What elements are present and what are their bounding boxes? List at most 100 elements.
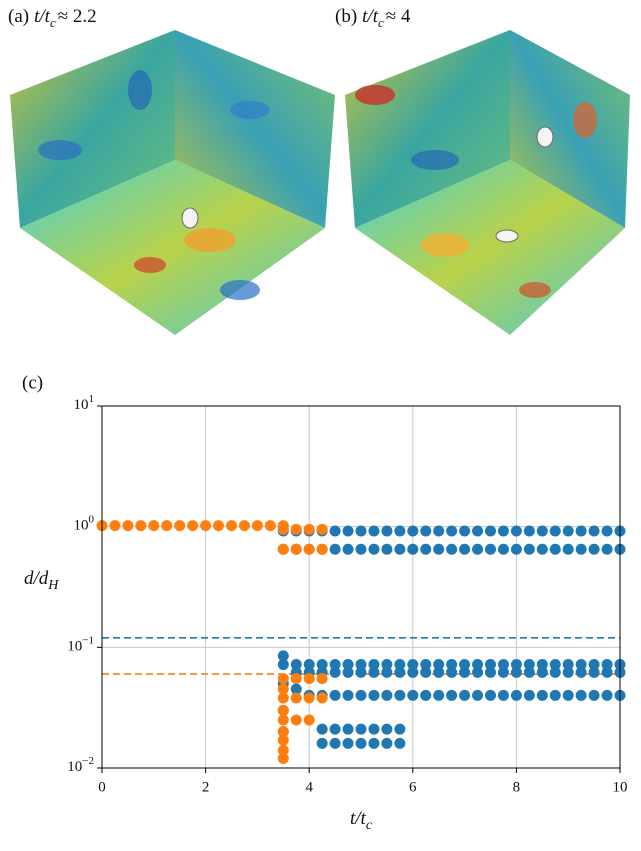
panel-tag: (a) [8, 6, 29, 27]
scatter-point [342, 666, 354, 678]
scatter-point [303, 692, 315, 704]
scatter-point [122, 520, 134, 532]
y-axis-label-sub: H [47, 578, 59, 593]
scatter-point [472, 543, 484, 555]
scatter-point [329, 525, 341, 537]
scatter-point [303, 543, 315, 555]
scatter-point [485, 543, 496, 555]
scatter-point [472, 666, 484, 678]
scatter-point [381, 666, 393, 678]
x-tick-label: 4 [305, 779, 313, 795]
scatter-point [277, 734, 289, 746]
x-tick-label: 10 [613, 779, 628, 795]
scatter-point [562, 689, 574, 701]
scatter-point [277, 692, 289, 704]
x-tick-label: 6 [409, 779, 417, 795]
scatter-point [355, 543, 367, 555]
scatter-point [329, 689, 341, 701]
scatter-point [523, 689, 535, 701]
scatter-point [472, 525, 484, 537]
scatter-point [355, 525, 367, 537]
scatter-point [420, 543, 432, 555]
scatter-point [368, 525, 380, 537]
scatter-point [485, 659, 496, 671]
scatter-point [446, 525, 458, 537]
scatter-point [420, 525, 432, 537]
scatter-point [200, 520, 212, 532]
x-tick-label: 2 [202, 779, 210, 795]
scatter-point [381, 723, 393, 735]
cube-render [345, 30, 630, 335]
panel-time-sub: c [50, 15, 56, 30]
scatter-point [290, 714, 302, 726]
scatter-point [368, 666, 380, 678]
x-axis-label-main: t/t [350, 808, 367, 829]
scatter-point [562, 659, 574, 671]
scatter-point [277, 543, 289, 555]
scatter-point [420, 659, 432, 671]
scatter-point [588, 525, 600, 537]
y-tick-exponent: 1 [89, 393, 95, 405]
scatter-point [342, 659, 354, 671]
panel-time-sub: c [378, 15, 384, 30]
scatter-point [355, 659, 367, 671]
scatter-point [407, 543, 419, 555]
scatter-point [174, 520, 186, 532]
y-tick-base: 10 [67, 639, 82, 655]
scatter-point [562, 666, 574, 678]
scatter-point [277, 673, 289, 685]
scatter-point [290, 523, 302, 535]
y-tick-exponent: −1 [82, 634, 94, 646]
scatter-point [277, 752, 289, 764]
scatter-point [148, 520, 160, 532]
scatter-point [601, 659, 613, 671]
scatter-point [575, 666, 587, 678]
scatter-point [316, 692, 328, 704]
scatter-point [303, 673, 315, 685]
y-tick-label: 100 [74, 513, 95, 534]
scatter-point [485, 666, 496, 678]
scatter-point [420, 689, 432, 701]
x-tick-label: 8 [513, 779, 521, 795]
scatter-point [549, 659, 561, 671]
scatter-point [601, 525, 613, 537]
scatter-point [381, 659, 393, 671]
panel-label: (b) t/tc ≈ 4 [335, 6, 411, 30]
scatter-point [549, 689, 561, 701]
scatter-point [459, 543, 471, 555]
scatter-point [510, 525, 522, 537]
scatter-point [342, 723, 354, 735]
scatter-point [510, 689, 522, 701]
scatter-point [536, 666, 548, 678]
scatter-point [549, 525, 561, 537]
scatter-point [433, 659, 445, 671]
scatter-point [510, 543, 522, 555]
scatter-point [601, 689, 613, 701]
scatter-point [381, 543, 393, 555]
scatter-point [394, 723, 406, 735]
scatter-point [329, 666, 341, 678]
scatter-point [187, 520, 199, 532]
scatter-point [485, 689, 496, 701]
scatter-point [523, 525, 535, 537]
y-tick-base: 10 [67, 759, 82, 775]
scatter-point [290, 543, 302, 555]
scatter-point [277, 726, 289, 738]
scatter-point [329, 659, 341, 671]
scatter-point [562, 525, 574, 537]
scatter-point [588, 689, 600, 701]
scatter-point [342, 525, 354, 537]
scatter-point [303, 714, 315, 726]
scatter-point [316, 543, 328, 555]
y-tick-exponent: −2 [82, 755, 94, 767]
scatter-point [161, 520, 173, 532]
scatter-point [485, 525, 496, 537]
scatter-point [562, 543, 574, 555]
panel-tag: (b) [335, 6, 357, 27]
scatter-point [213, 520, 225, 532]
panel-label: (c) [22, 372, 43, 393]
scatter-point [316, 659, 328, 671]
scatter-point [251, 520, 263, 532]
scatter-point [575, 689, 587, 701]
scatter-point [368, 723, 380, 735]
